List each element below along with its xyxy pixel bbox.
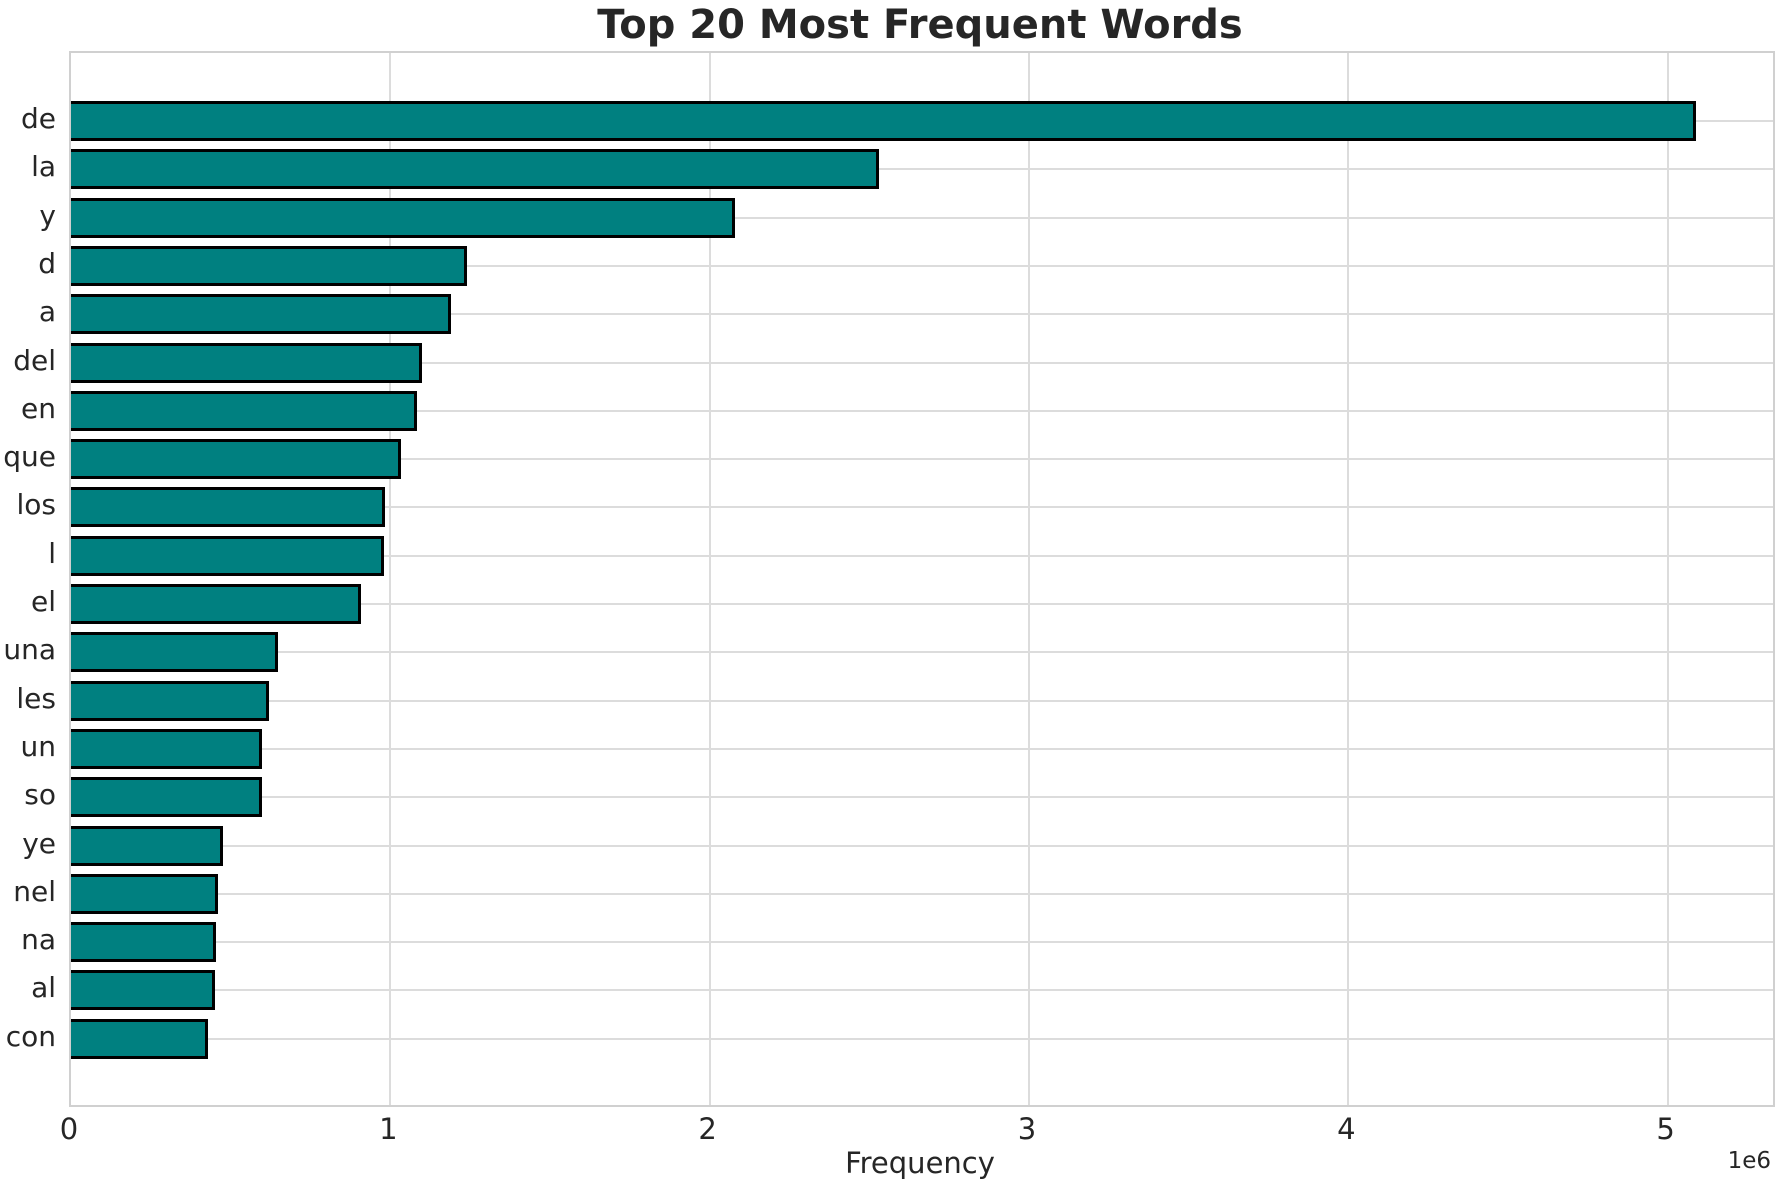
bar-nel — [71, 873, 218, 914]
y-tick-label-la: la — [31, 150, 56, 184]
bar-ye — [71, 825, 223, 866]
bar-les — [71, 680, 270, 721]
bar-con — [71, 1018, 208, 1059]
y-gridline — [71, 651, 1773, 654]
bar-a — [71, 294, 451, 335]
y-gridline — [71, 216, 1773, 219]
y-tick-label-el: el — [30, 585, 56, 618]
bar-al — [71, 970, 215, 1011]
y-tick-label-nel: nel — [13, 874, 56, 908]
y-gridline — [71, 313, 1773, 316]
bar-y — [71, 197, 735, 238]
y-tick-label-del: del — [13, 343, 56, 377]
y-gridline — [71, 941, 1773, 944]
y-tick-label-a: a — [38, 295, 56, 329]
y-tick-label-que: que — [3, 440, 56, 474]
y-tick-label-los: los — [16, 488, 57, 522]
bar-del — [71, 342, 423, 383]
y-gridline — [71, 989, 1773, 992]
bar-en — [71, 390, 418, 431]
y-gridline — [71, 844, 1773, 847]
y-gridline — [71, 1037, 1773, 1040]
y-tick-label-l: l — [48, 536, 56, 570]
y-tick-label-y: y — [39, 198, 56, 232]
y-gridline — [71, 796, 1773, 799]
y-tick-label-na: na — [21, 923, 56, 957]
y-gridline — [71, 506, 1773, 509]
x-tick-label-3: 3 — [1017, 1112, 1037, 1146]
y-gridline — [71, 264, 1773, 267]
bar-de — [71, 101, 1697, 141]
y-tick-label-con: con — [5, 1019, 56, 1053]
bar-l — [71, 535, 384, 576]
x-tick-label-1: 1 — [379, 1112, 398, 1146]
axis-offset-text: 1e6 — [1727, 1148, 1771, 1174]
bar-so — [71, 777, 262, 818]
y-tick-label-un: un — [20, 729, 57, 763]
bar-el — [71, 584, 362, 624]
x-gridline — [1027, 53, 1030, 1105]
bar-na — [71, 922, 217, 963]
y-tick-label-una: una — [3, 633, 56, 667]
x-gridline — [708, 53, 711, 1105]
y-tick-label-les: les — [16, 681, 56, 715]
x-gridline — [1666, 53, 1669, 1105]
bar-d — [71, 245, 467, 286]
y-gridline — [71, 603, 1773, 605]
bar-que — [71, 439, 402, 480]
x-gridline — [389, 53, 392, 1105]
y-gridline — [71, 458, 1773, 461]
y-tick-label-so: so — [24, 778, 56, 812]
y-tick-label-ye: ye — [22, 826, 56, 860]
y-tick-label-d: d — [38, 246, 56, 280]
x-tick-label-4: 4 — [1337, 1112, 1356, 1146]
y-gridline — [71, 409, 1773, 412]
bar-los — [71, 487, 385, 528]
y-gridline — [71, 361, 1773, 364]
y-gridline — [71, 892, 1773, 895]
bar-la — [71, 149, 879, 190]
x-tick-label-5: 5 — [1656, 1112, 1675, 1146]
x-axis-title: Frequency — [845, 1146, 995, 1180]
y-tick-label-en: en — [21, 391, 56, 425]
chart-title: Top 20 Most Frequent Words — [597, 2, 1243, 48]
plot-area — [69, 51, 1775, 1107]
y-gridline — [71, 699, 1773, 702]
y-gridline — [71, 168, 1773, 171]
x-tick-label-0: 0 — [59, 1112, 79, 1146]
x-gridline — [1347, 53, 1350, 1105]
bar-una — [71, 632, 278, 673]
y-gridline — [71, 747, 1773, 750]
y-tick-label-de: de — [21, 102, 56, 135]
y-tick-label-al: al — [31, 971, 56, 1005]
y-gridline — [71, 554, 1773, 557]
x-tick-label-2: 2 — [698, 1112, 717, 1146]
bar-un — [71, 728, 263, 769]
